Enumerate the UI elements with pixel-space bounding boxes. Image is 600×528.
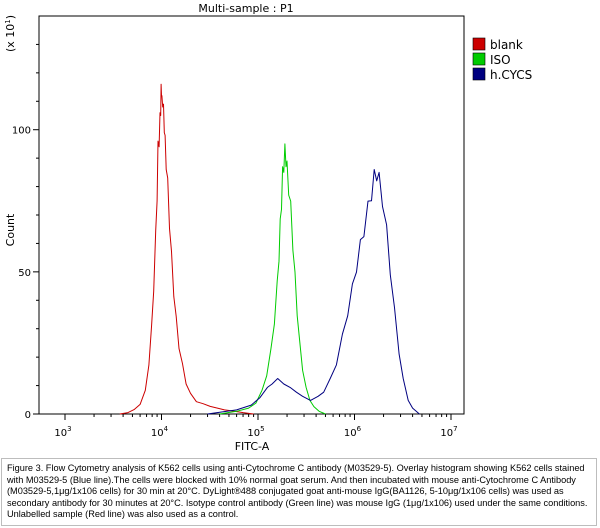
y-multiplier-label: (x 101) — [4, 15, 17, 52]
legend-label: blank — [490, 38, 523, 52]
plot-frame — [38, 15, 465, 415]
figure-caption: Figure 3. Flow Cytometry analysis of K56… — [7, 463, 588, 520]
y-tick-label: 50 — [18, 268, 31, 279]
series-line-blank — [119, 83, 254, 415]
axes: 0 50 100 103 104 105 106 107 — [12, 43, 458, 439]
x-tick-label: 104 — [151, 425, 169, 439]
y-multiplier-text: (x 10 — [4, 24, 17, 52]
figure-caption-box: Figure 3. Flow Cytometry analysis of K56… — [1, 458, 597, 526]
x-tick-label: 106 — [344, 425, 362, 439]
x-tick-label: 103 — [54, 425, 71, 439]
x-tick-label: 105 — [247, 425, 264, 439]
flow-cytometry-histogram: Multi-sample : P1 (x 101) Count 05010010… — [4, 2, 532, 453]
legend-label: ISO — [490, 53, 511, 67]
legend-swatch — [472, 52, 486, 66]
y-axis-label: Count — [4, 213, 17, 246]
x-axis-label: FITC-A — [235, 440, 270, 453]
y-tick-label: 0 — [25, 410, 31, 421]
x-tick-label: 107 — [440, 425, 457, 439]
series-lines — [119, 83, 420, 415]
y-multiplier-exponent: 1 — [4, 19, 12, 23]
y-tick-label: 100 — [12, 126, 31, 137]
chart-title: Multi-sample : P1 — [198, 2, 293, 15]
legend-label: h.CYCS — [490, 68, 532, 82]
legend-swatch — [472, 67, 486, 81]
legend-swatch — [472, 37, 486, 51]
series-line-h-cycs — [207, 169, 420, 415]
series-line-iso — [219, 143, 326, 415]
